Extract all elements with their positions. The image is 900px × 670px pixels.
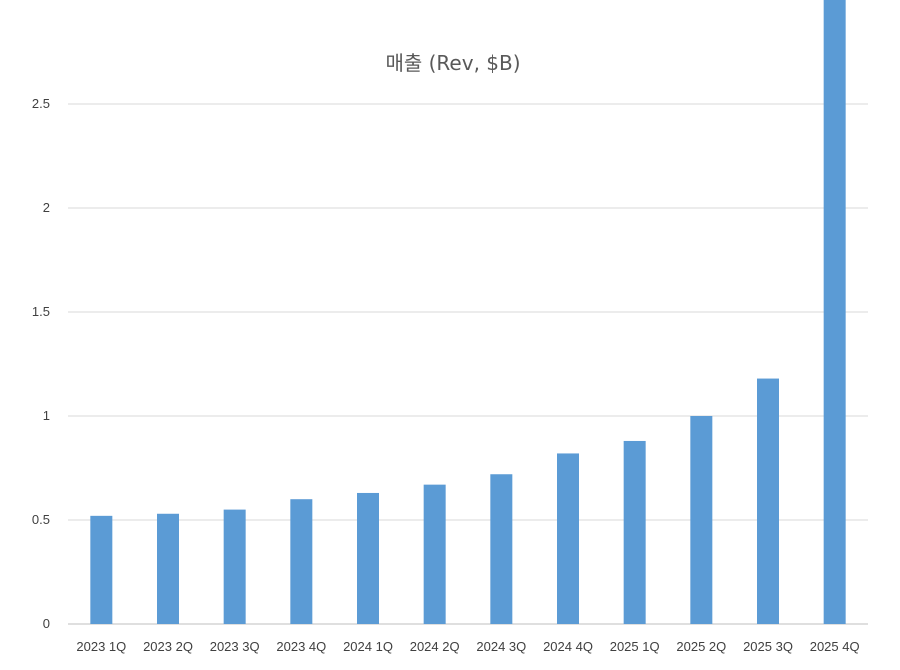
- y-tick-label: 1: [43, 408, 50, 423]
- bar: [357, 492, 379, 624]
- x-tick-label: 2023 4Q: [276, 639, 326, 654]
- x-tick-label: 2025 4Q: [810, 639, 860, 654]
- chart-title: 매출 (Rev, $B): [385, 51, 520, 75]
- bar: [757, 378, 779, 624]
- x-tick-label: 2023 1Q: [76, 639, 126, 654]
- bar: [690, 416, 713, 624]
- x-tick-label: 2023 3Q: [210, 639, 260, 654]
- bar: [90, 515, 113, 624]
- gridlines: [68, 103, 868, 625]
- y-tick-label: 1.5: [32, 304, 50, 319]
- x-tick-label: 2024 3Q: [476, 639, 526, 654]
- y-tick-label: 0.5: [32, 512, 50, 527]
- bar: [423, 484, 446, 624]
- y-axis-ticks: 0 0.5 1 1.5 2 2.5: [32, 96, 50, 631]
- bar: [157, 513, 179, 624]
- x-tick-label: 2024 2Q: [410, 639, 460, 654]
- x-tick-label: 2025 3Q: [743, 639, 793, 654]
- x-tick-label: 2024 1Q: [343, 639, 393, 654]
- bar: [557, 453, 579, 624]
- x-tick-label: 2023 2Q: [143, 639, 193, 654]
- x-tick-label: 2024 4Q: [543, 639, 593, 654]
- y-tick-label: 0: [43, 616, 50, 631]
- bar: [823, 0, 846, 624]
- y-tick-label: 2.5: [32, 96, 50, 111]
- bars: [90, 0, 846, 624]
- bar: [623, 440, 646, 624]
- x-tick-label: 2025 1Q: [610, 639, 660, 654]
- y-tick-label: 2: [43, 200, 50, 215]
- x-axis-ticks: 2023 1Q 2023 2Q 2023 3Q 2023 4Q 2024 1Q 2024 …: [76, 639, 859, 654]
- bar: [290, 499, 313, 624]
- x-tick-label: 2025 2Q: [676, 639, 726, 654]
- bar: [490, 474, 513, 624]
- bar: [223, 509, 246, 624]
